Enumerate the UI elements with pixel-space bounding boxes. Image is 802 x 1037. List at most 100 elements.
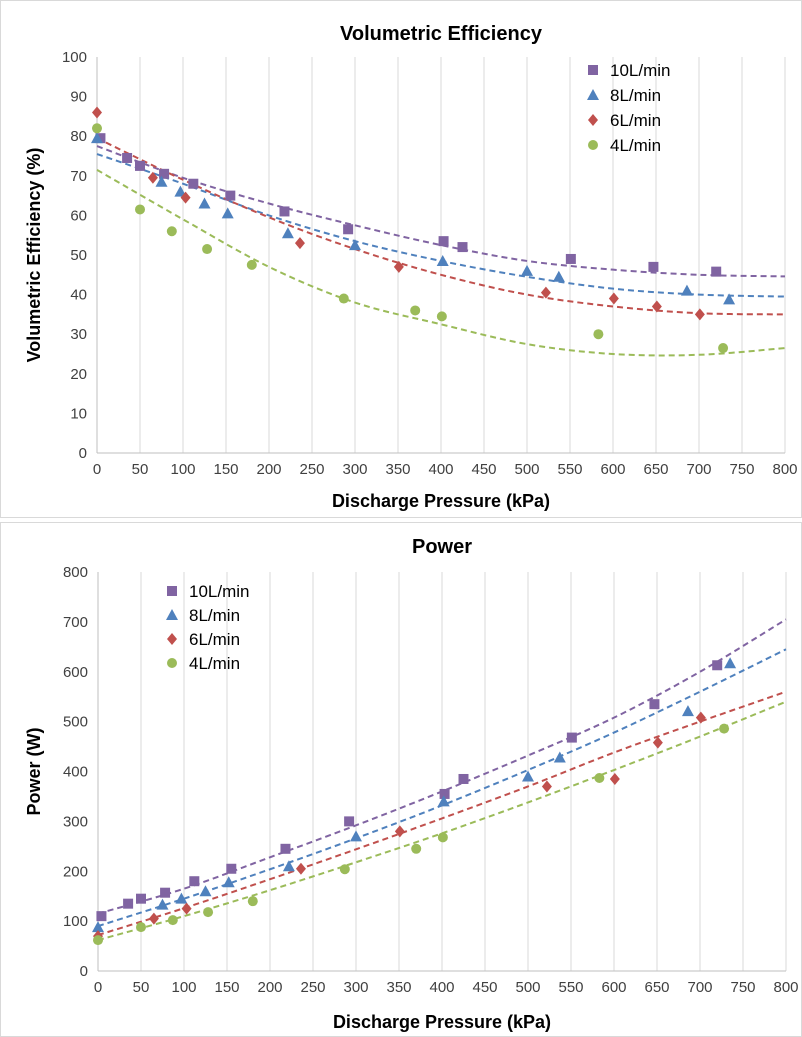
trendline-6l-min (96, 137, 786, 316)
x-tick-label: 50 (133, 979, 150, 996)
data-point (199, 885, 212, 897)
data-point (723, 293, 736, 305)
data-point (349, 239, 361, 251)
x-axis-title: Discharge Pressure (kPa) (333, 1012, 551, 1032)
data-point (148, 912, 159, 925)
series-6l-min (93, 711, 706, 943)
data-point (202, 244, 213, 255)
data-point (521, 264, 533, 276)
legend-label: 4L/min (610, 136, 661, 155)
x-tick-label: 550 (558, 979, 583, 996)
legend-label: 6L/min (189, 630, 240, 649)
x-tick-label: 150 (214, 979, 239, 996)
data-point (552, 270, 565, 282)
data-point (180, 191, 191, 204)
data-point (393, 260, 404, 273)
y-tick-label: 600 (63, 664, 88, 681)
x-tick-label: 600 (601, 979, 626, 996)
data-point (222, 876, 235, 888)
y-tick-label: 800 (63, 564, 88, 581)
y-tick-label: 100 (63, 913, 88, 930)
legend-marker (588, 65, 598, 75)
x-tick-label: 350 (386, 979, 411, 996)
data-point (680, 284, 693, 296)
data-point (92, 921, 104, 933)
x-tick-label: 200 (256, 461, 281, 478)
legend-label: 8L/min (610, 86, 661, 105)
x-tick-label: 0 (94, 979, 102, 996)
data-point (681, 705, 694, 717)
data-point (718, 343, 729, 354)
data-point (135, 160, 145, 171)
data-point (540, 286, 551, 299)
data-point (279, 206, 290, 217)
y-axis-title: Volumetric Efficiency (%) (24, 148, 44, 363)
data-point (652, 736, 663, 749)
y-tick-label: 300 (63, 813, 88, 830)
data-point (458, 773, 469, 784)
x-tick-label: 100 (170, 461, 195, 478)
y-tick-label: 0 (79, 445, 87, 462)
x-tick-label: 300 (342, 461, 367, 478)
x-tick-label: 650 (643, 461, 668, 478)
data-point (295, 862, 306, 875)
data-point (122, 152, 133, 163)
data-point (719, 723, 730, 734)
data-point (246, 259, 257, 270)
data-point (136, 922, 146, 933)
data-point (609, 772, 620, 785)
chart-title: Power (412, 536, 472, 558)
legend-marker (167, 633, 177, 645)
data-point (338, 293, 349, 304)
x-tick-label: 800 (773, 979, 798, 996)
data-point (649, 699, 660, 710)
x-tick-label: 0 (93, 461, 101, 478)
x-tick-label: 250 (300, 979, 325, 996)
x-tick-label: 400 (428, 461, 453, 478)
data-point (339, 864, 350, 875)
data-point (695, 711, 706, 724)
data-point (92, 106, 102, 119)
data-point (181, 902, 192, 915)
y-tick-label: 70 (70, 168, 87, 185)
data-point (281, 227, 294, 239)
series-10l-min (96, 660, 723, 922)
trendline-4l-min (96, 168, 786, 357)
x-tick-label: 700 (686, 461, 711, 478)
series-4l-min (92, 123, 729, 354)
y-tick-label: 500 (63, 714, 88, 731)
y-axis-title: Power (W) (24, 727, 44, 815)
data-point (166, 226, 177, 237)
data-point (294, 237, 305, 250)
y-tick-label: 80 (70, 128, 87, 145)
legend-marker (588, 114, 598, 126)
y-tick-label: 20 (70, 366, 87, 383)
data-point (221, 207, 234, 219)
data-point (411, 843, 422, 854)
x-tick-label: 600 (600, 461, 625, 478)
data-point (92, 123, 102, 134)
data-point (457, 242, 468, 253)
data-point (648, 261, 659, 272)
data-point (167, 915, 178, 926)
data-point (135, 204, 145, 215)
data-point (565, 253, 576, 264)
data-point (566, 732, 577, 743)
data-point (175, 892, 188, 904)
y-tick-label: 30 (70, 326, 87, 343)
data-point (651, 300, 662, 313)
x-tick-label: 150 (213, 461, 238, 478)
series-8l-min (92, 657, 737, 933)
data-point (437, 795, 450, 807)
legend-marker (167, 658, 177, 668)
data-point (155, 175, 168, 187)
trendline-6l-min (97, 690, 787, 937)
legend-marker (167, 586, 177, 596)
data-point (160, 887, 171, 898)
legend: 10L/min 8L/min 6L/min 4L/min (166, 582, 249, 673)
y-tick-label: 10 (70, 405, 87, 422)
data-point (350, 830, 362, 842)
series-6l-min (92, 106, 705, 321)
data-point (608, 292, 619, 305)
